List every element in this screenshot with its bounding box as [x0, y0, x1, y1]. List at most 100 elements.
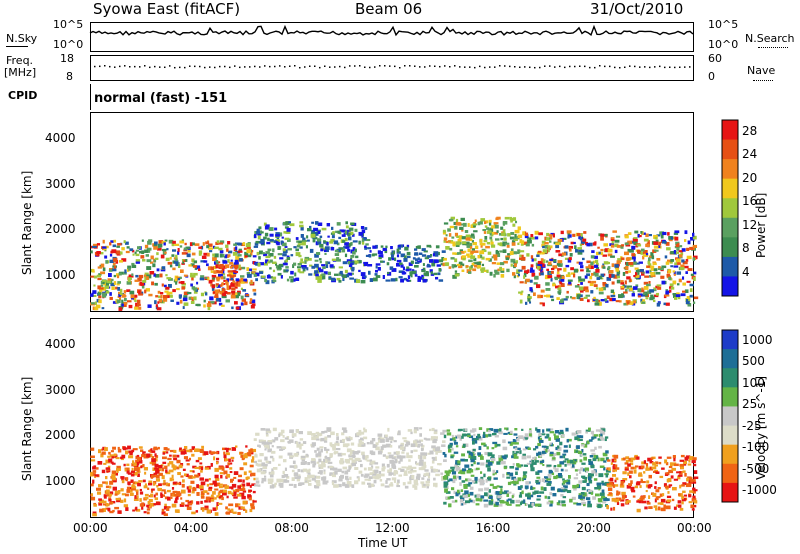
velocity-colorbar-tick: 100	[742, 375, 765, 390]
heatmap-cell	[549, 258, 554, 261]
heatmap-cell	[318, 458, 322, 463]
heatmap-cell	[607, 261, 610, 265]
heatmap-cell	[391, 256, 394, 259]
heatmap-cell	[271, 484, 275, 489]
heatmap-cell	[313, 434, 317, 437]
heatmap-cell	[579, 497, 584, 501]
heatmap-cell	[583, 504, 586, 507]
heatmap-cell	[568, 281, 572, 285]
heatmap-cell	[276, 235, 280, 239]
heatmap-cell	[210, 283, 213, 287]
heatmap-cell	[559, 281, 562, 285]
heatmap-cell	[188, 502, 193, 506]
heatmap-cell	[651, 466, 657, 470]
heatmap-cell	[686, 280, 691, 283]
heatmap-cell	[509, 251, 514, 256]
heatmap-cell	[475, 467, 480, 470]
nave-dot	[549, 65, 551, 67]
heatmap-cell	[517, 464, 522, 468]
heatmap-cell	[218, 495, 223, 499]
heatmap-cell	[228, 250, 233, 254]
heatmap-cell	[145, 288, 150, 292]
heatmap-cell	[528, 496, 531, 500]
heatmap-cell	[487, 461, 493, 466]
heatmap-cell	[142, 259, 146, 262]
heatmap-cell	[675, 244, 680, 248]
heatmap-cell	[129, 490, 133, 493]
heatmap-cell	[510, 499, 515, 504]
heatmap-cell	[498, 458, 504, 463]
heatmap-cell	[494, 443, 497, 448]
heatmap-cell	[128, 277, 132, 280]
heatmap-cell	[496, 262, 501, 265]
heatmap-cell	[656, 284, 662, 287]
heatmap-cell	[454, 273, 460, 277]
heatmap-cell	[402, 437, 407, 440]
heatmap-cell	[144, 471, 147, 475]
heatmap-cell	[555, 438, 560, 442]
heatmap-cell	[332, 471, 336, 475]
heatmap-cell	[605, 498, 610, 501]
heatmap-cell	[651, 456, 656, 460]
heatmap-cell	[576, 483, 579, 488]
heatmap-cell	[148, 505, 152, 508]
heatmap-cell	[203, 299, 206, 303]
heatmap-cell	[378, 471, 382, 475]
heatmap-cell	[107, 507, 111, 512]
heatmap-cell	[450, 257, 455, 260]
heatmap-cell	[368, 483, 372, 488]
heatmap-cell	[620, 281, 625, 285]
heatmap-cell	[171, 474, 174, 479]
heatmap-cell	[483, 444, 487, 447]
heatmap-cell	[132, 448, 138, 451]
heatmap-cell	[251, 456, 255, 461]
heatmap-cell	[261, 441, 267, 445]
heatmap-cell	[116, 469, 119, 473]
heatmap-cell	[139, 460, 143, 464]
heatmap-cell	[496, 216, 501, 220]
heatmap-cell	[677, 504, 682, 508]
heatmap-cell	[364, 455, 369, 459]
nave-dot	[519, 66, 521, 69]
heatmap-cell	[344, 230, 348, 235]
heatmap-cell	[271, 261, 277, 264]
heatmap-cell	[307, 474, 311, 479]
heatmap-cell	[616, 279, 621, 284]
heatmap-cell	[581, 486, 586, 491]
heatmap-cell	[414, 252, 419, 255]
heatmap-cell	[485, 479, 488, 483]
heatmap-cell	[137, 473, 140, 478]
heatmap-cell	[318, 267, 322, 271]
heatmap-cell	[443, 485, 448, 488]
heatmap-cell	[162, 461, 167, 465]
heatmap-cell	[111, 286, 115, 290]
heatmap-cell	[427, 472, 431, 476]
heatmap-cell	[680, 454, 685, 458]
heatmap-cell	[661, 265, 667, 269]
heatmap-cell	[460, 489, 464, 493]
heatmap-cell	[583, 456, 587, 461]
colorbar-segment	[722, 406, 738, 427]
heatmap-cell	[321, 461, 326, 465]
heatmap-cell	[546, 482, 552, 486]
heatmap-cell	[367, 482, 371, 485]
heatmap-cell	[620, 503, 625, 507]
heatmap-cell	[91, 245, 97, 248]
x-tick: 12:00	[375, 521, 410, 535]
heatmap-cell	[181, 502, 185, 505]
heatmap-cell	[543, 487, 547, 491]
heatmap-cell	[336, 242, 340, 246]
heatmap-cell	[459, 482, 462, 486]
heatmap-cell	[446, 429, 451, 432]
colorbar-segment	[722, 387, 738, 407]
heatmap-cell	[480, 495, 485, 499]
heatmap-cell	[235, 256, 240, 260]
heatmap-cell	[629, 475, 632, 479]
heatmap-cell	[503, 237, 507, 241]
heatmap-cell	[246, 246, 251, 249]
heatmap-cell	[99, 508, 104, 513]
heatmap-cell	[97, 461, 103, 465]
heatmap-cell	[152, 243, 155, 247]
heatmap-cell	[146, 247, 152, 251]
heatmap-cell	[514, 229, 520, 234]
